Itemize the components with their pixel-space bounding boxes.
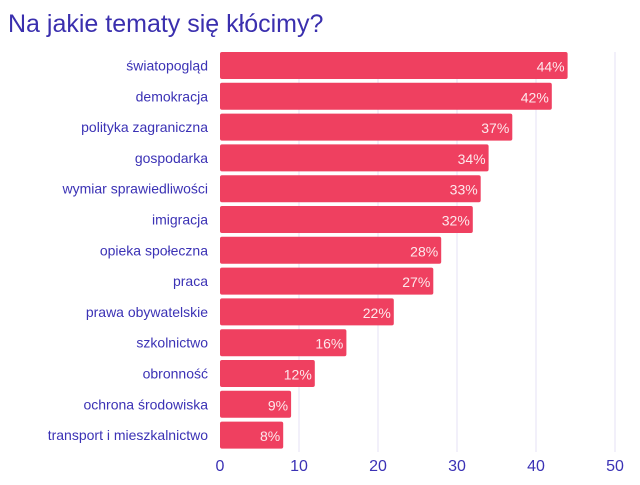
category-label: obronność [143,366,208,382]
data-label: 8% [260,428,280,444]
category-label: demokracja [136,88,209,104]
bar [220,298,394,326]
bar [220,144,489,172]
bar [220,206,473,233]
chart-title: Na jakie tematy się kłócimy? [8,10,324,38]
category-label: wymiar sprawiedliwości [62,181,208,197]
data-label: 32% [442,213,470,229]
category-label: światopogląd [126,58,208,74]
category-label: szkolnictwo [136,335,208,351]
category-label: praca [173,273,208,289]
data-label: 28% [410,243,438,259]
data-label: 27% [402,274,430,290]
bar [220,329,347,357]
bar [220,390,292,418]
category-label: opieka społeczna [100,242,208,258]
category-label: prawa obywatelskie [86,304,208,320]
bar [220,175,481,203]
bar [220,421,284,449]
category-label: polityka zagraniczna [81,119,208,135]
x-tick-label: 50 [606,458,624,475]
category-label: imigracja [152,212,208,228]
bar [220,113,513,141]
data-label: 37% [481,120,509,136]
data-label: 9% [268,397,288,413]
x-tick-label: 0 [216,458,225,475]
bar [220,360,315,387]
data-label: 16% [315,336,343,352]
x-tick-label: 40 [527,458,545,475]
x-tick-label: 20 [369,458,387,475]
data-label: 42% [521,89,549,105]
data-label: 12% [284,367,312,383]
bar [220,52,568,79]
data-label: 22% [363,305,391,321]
category-label: gospodarka [135,150,208,166]
bar [220,82,552,110]
x-tick-label: 30 [448,458,466,475]
bar [220,236,442,264]
bar [220,267,434,295]
data-label: 44% [537,59,565,75]
data-label: 34% [458,151,486,167]
category-label: ochrona środowiska [83,396,208,412]
category-label: transport i mieszkalnictwo [48,427,208,443]
data-label: 33% [450,182,478,198]
x-tick-label: 10 [290,458,308,475]
